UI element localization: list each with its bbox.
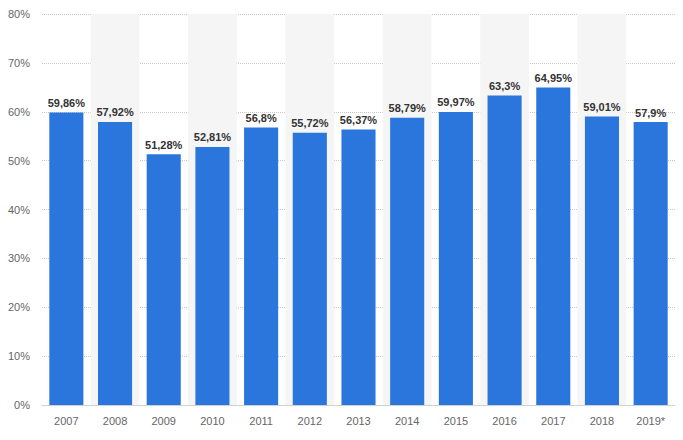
svg-text:40%: 40% [8, 204, 30, 216]
svg-text:2012: 2012 [298, 415, 322, 427]
svg-text:2018: 2018 [590, 415, 614, 427]
svg-text:57,92%: 57,92% [96, 106, 134, 118]
svg-text:2017: 2017 [541, 415, 565, 427]
svg-text:59,97%: 59,97% [437, 96, 475, 108]
svg-text:0%: 0% [14, 399, 30, 411]
svg-text:59,01%: 59,01% [583, 101, 621, 113]
svg-text:80%: 80% [8, 8, 30, 20]
svg-text:70%: 70% [8, 57, 30, 69]
svg-text:2010: 2010 [200, 415, 224, 427]
svg-text:52,81%: 52,81% [194, 131, 232, 143]
svg-text:56,8%: 56,8% [246, 112, 277, 124]
svg-text:56,37%: 56,37% [340, 114, 378, 126]
svg-text:2019*: 2019* [636, 415, 665, 427]
svg-text:2008: 2008 [103, 415, 127, 427]
svg-text:2016: 2016 [492, 415, 516, 427]
svg-text:59,86%: 59,86% [48, 97, 86, 109]
svg-text:2015: 2015 [444, 415, 468, 427]
svg-text:2007: 2007 [54, 415, 78, 427]
svg-text:20%: 20% [8, 301, 30, 313]
svg-text:60%: 60% [8, 106, 30, 118]
svg-text:2009: 2009 [151, 415, 175, 427]
svg-text:10%: 10% [8, 350, 30, 362]
svg-text:63,3%: 63,3% [489, 80, 520, 92]
svg-text:64,95%: 64,95% [535, 72, 573, 84]
svg-text:50%: 50% [8, 155, 30, 167]
svg-text:57,9%: 57,9% [635, 107, 666, 119]
svg-text:55,72%: 55,72% [291, 117, 329, 129]
svg-text:2014: 2014 [395, 415, 419, 427]
svg-text:2013: 2013 [346, 415, 370, 427]
svg-text:2011: 2011 [249, 415, 273, 427]
svg-text:51,28%: 51,28% [145, 139, 183, 151]
svg-text:30%: 30% [8, 252, 30, 264]
svg-text:58,79%: 58,79% [389, 102, 427, 114]
